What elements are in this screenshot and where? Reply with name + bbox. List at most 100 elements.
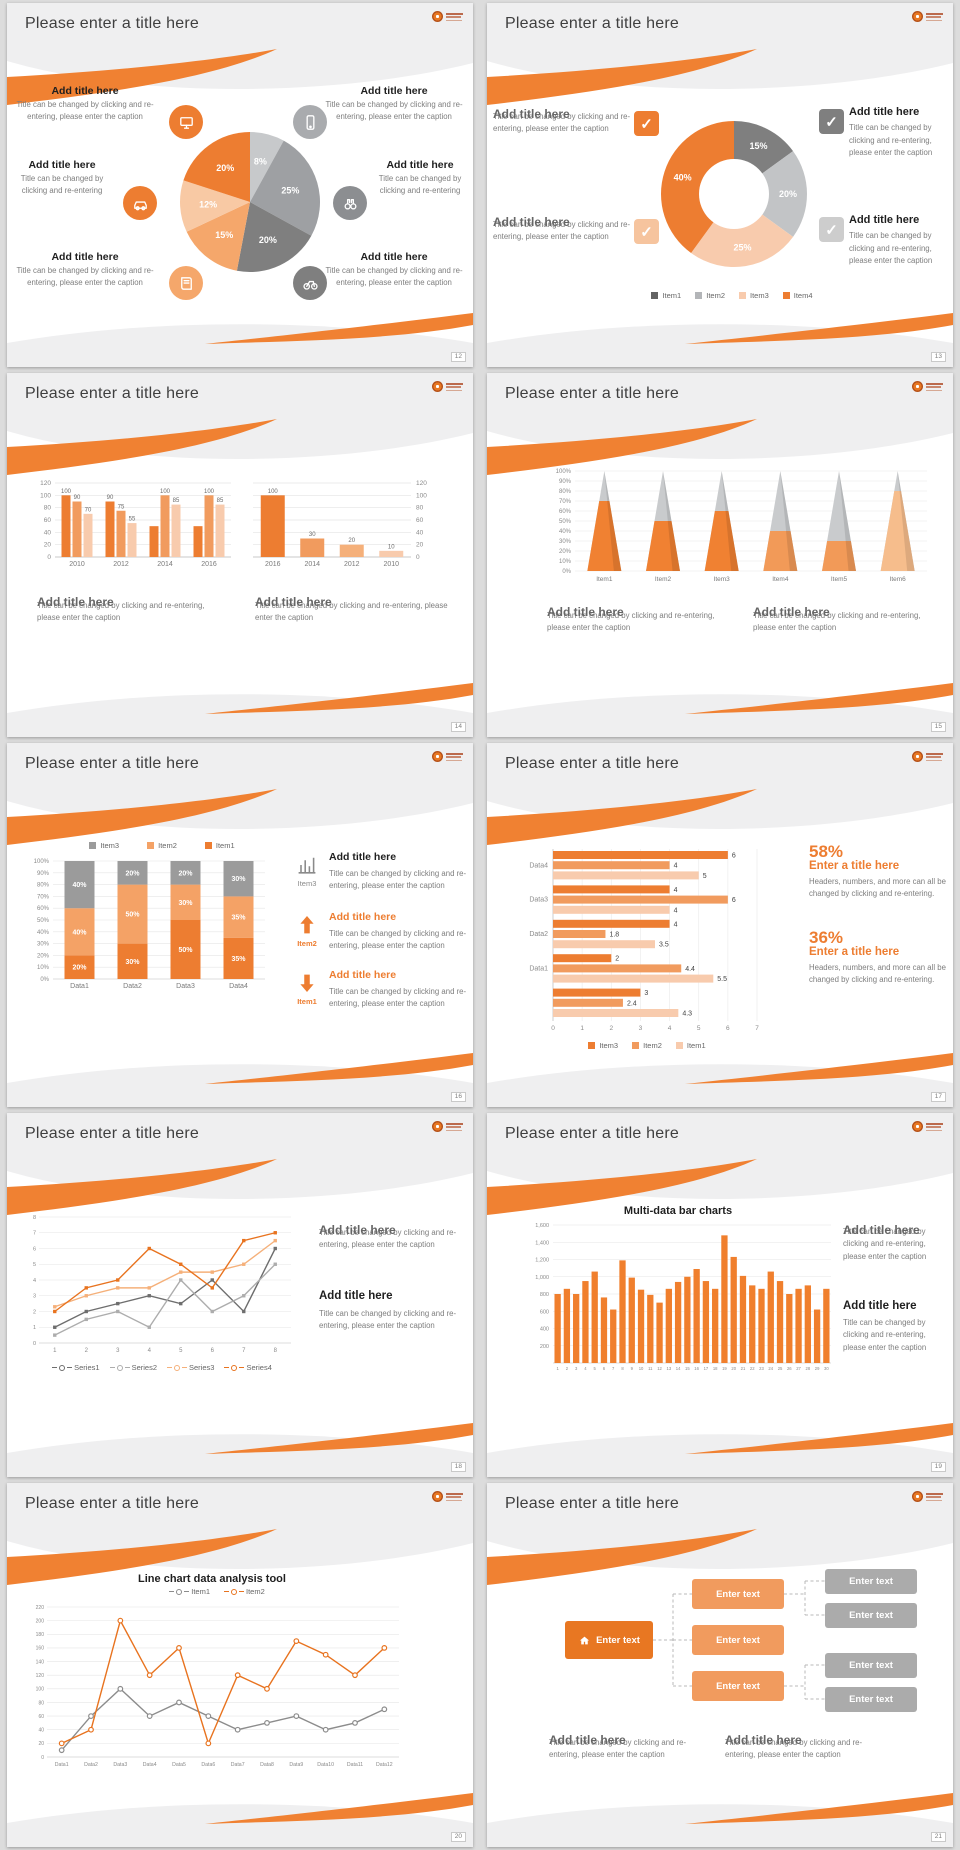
slide-title: Please enter a title here	[25, 755, 199, 772]
legend-item: Item1	[204, 841, 235, 850]
chart-label: 90	[107, 495, 114, 501]
bar	[813, 1309, 821, 1363]
chart-label: Data2	[123, 983, 142, 990]
bar	[573, 1294, 580, 1363]
chart-label: 4	[584, 1366, 587, 1371]
chart-label: 3	[116, 1348, 120, 1354]
chart-label: 35%	[231, 915, 246, 922]
bar	[749, 1285, 756, 1363]
chart-label: 20%	[259, 235, 277, 245]
marker	[53, 1325, 57, 1329]
donut-hole	[699, 159, 769, 229]
chart-label: 40%	[72, 929, 87, 936]
legend-item: Item3	[588, 1041, 618, 1050]
monitor-icon	[169, 105, 203, 139]
bar	[300, 538, 325, 557]
pie-slice	[734, 151, 807, 237]
chart-label: 5	[594, 1366, 597, 1371]
org-box: Enter text	[825, 1603, 917, 1628]
chart-label: 80	[38, 1700, 44, 1706]
page-number: 19	[930, 1461, 946, 1472]
slide-12[interactable]: Please enter a title here 8% 25% 20% 15% 12%…	[7, 3, 473, 367]
chart-label: Item6	[890, 576, 907, 583]
slide-21[interactable]: Please enter a title here Enter text Ent…	[487, 1483, 953, 1847]
chart-label: 2010	[383, 561, 399, 568]
chart-label: 4	[674, 921, 678, 928]
chart-label: 26	[787, 1366, 792, 1371]
chart-label: 2014	[304, 561, 320, 568]
university-logo	[912, 751, 943, 763]
chart-label: 1,200	[535, 1258, 549, 1264]
marker	[234, 1726, 241, 1733]
chart-label: 20	[44, 542, 52, 549]
chart-label: 0%	[562, 569, 571, 575]
chart-label: 4	[674, 887, 678, 894]
chart-label: 80%	[37, 883, 50, 889]
slide-13[interactable]: Please enter a title here 15% 20% 25% 40% A…	[487, 3, 953, 367]
slide-19[interactable]: Please enter a title here Multi-data bar…	[487, 1113, 953, 1477]
logo-icon	[432, 1121, 443, 1133]
chart-label: 2	[33, 1309, 36, 1315]
logo-text-lines	[446, 381, 463, 393]
legend-label: Series2	[131, 1363, 157, 1372]
chart-label: 100	[416, 492, 427, 499]
slide-18[interactable]: Please enter a title here 0 1 2 3 4 5 6 7 8 1 2 3 4 5…	[7, 1113, 473, 1477]
line-series	[54, 1232, 276, 1313]
deco-bottom	[487, 1423, 953, 1477]
chart-label: 100	[36, 1687, 45, 1693]
marker	[88, 1726, 94, 1733]
slide-15[interactable]: Please enter a title here 0% 10% 20% 30% 40%…	[487, 373, 953, 737]
slide-17[interactable]: Please enter a title here 0 1 2 3 4 5 6 7 6 4 5 Dat…	[487, 743, 953, 1107]
chart-label: 85	[173, 498, 180, 504]
chart-label: 30%	[37, 942, 50, 948]
logo-icon	[432, 381, 443, 393]
chart-label: 0	[416, 554, 420, 561]
legend-label: Item1	[686, 1041, 706, 1050]
bar-segment	[117, 861, 148, 885]
bar	[563, 1288, 571, 1363]
legend-label: Item4	[793, 291, 813, 300]
chart-label: 25%	[281, 185, 299, 195]
chart-label: 4	[674, 863, 678, 870]
bar	[758, 1288, 765, 1363]
bar	[619, 1260, 626, 1363]
icon-label: Item1	[297, 997, 317, 1006]
bar	[553, 851, 728, 859]
chart-label: 20%	[216, 163, 234, 173]
chart-label: 800	[540, 1292, 549, 1298]
slide-16[interactable]: Please enter a title here Item3 Item2 Item…	[7, 743, 473, 1107]
block-caption: Title can be changed by clicking and re-…	[319, 1308, 457, 1331]
deco-bottom	[7, 1423, 473, 1477]
chart-label: 1.8	[609, 932, 619, 939]
block-title: Add title here	[360, 85, 428, 97]
logo-icon	[912, 1491, 923, 1503]
block-caption: Title can be changed by clicking and re-…	[319, 1228, 457, 1250]
chart-label: 50%	[178, 947, 193, 954]
slide-title: Please enter a title here	[25, 15, 199, 32]
chart-label: 5	[697, 1025, 701, 1032]
chart-label: 120	[36, 1673, 45, 1679]
bar	[171, 504, 181, 557]
chart-label: 3	[575, 1366, 578, 1371]
chart-label: 23	[759, 1366, 764, 1371]
logo-text-lines	[926, 11, 943, 23]
slide-20[interactable]: Please enter a title here Line chart dat…	[7, 1483, 473, 1847]
chart-label: 60%	[559, 509, 572, 515]
block-title: Add title here	[386, 159, 454, 171]
chart-label: 60	[44, 517, 52, 524]
chart-label: 70	[85, 507, 92, 513]
slide-14[interactable]: Please enter a title here 0 20 40 60 80 100 12…	[7, 373, 473, 737]
marker	[53, 1333, 57, 1337]
chart-label: Data4	[229, 983, 248, 990]
chart-label: 28	[805, 1366, 810, 1371]
checkbox-checked-icon: ✓	[634, 219, 659, 244]
chart-label: 8	[621, 1366, 624, 1371]
bar	[776, 1281, 784, 1363]
marker	[116, 1309, 120, 1314]
bar	[553, 974, 714, 983]
org-box-label: Enter text	[849, 1660, 893, 1671]
block-title: Add title here	[843, 1300, 917, 1312]
legend-item: Series1	[52, 1363, 100, 1372]
bar	[582, 1281, 589, 1363]
university-logo	[432, 381, 463, 393]
